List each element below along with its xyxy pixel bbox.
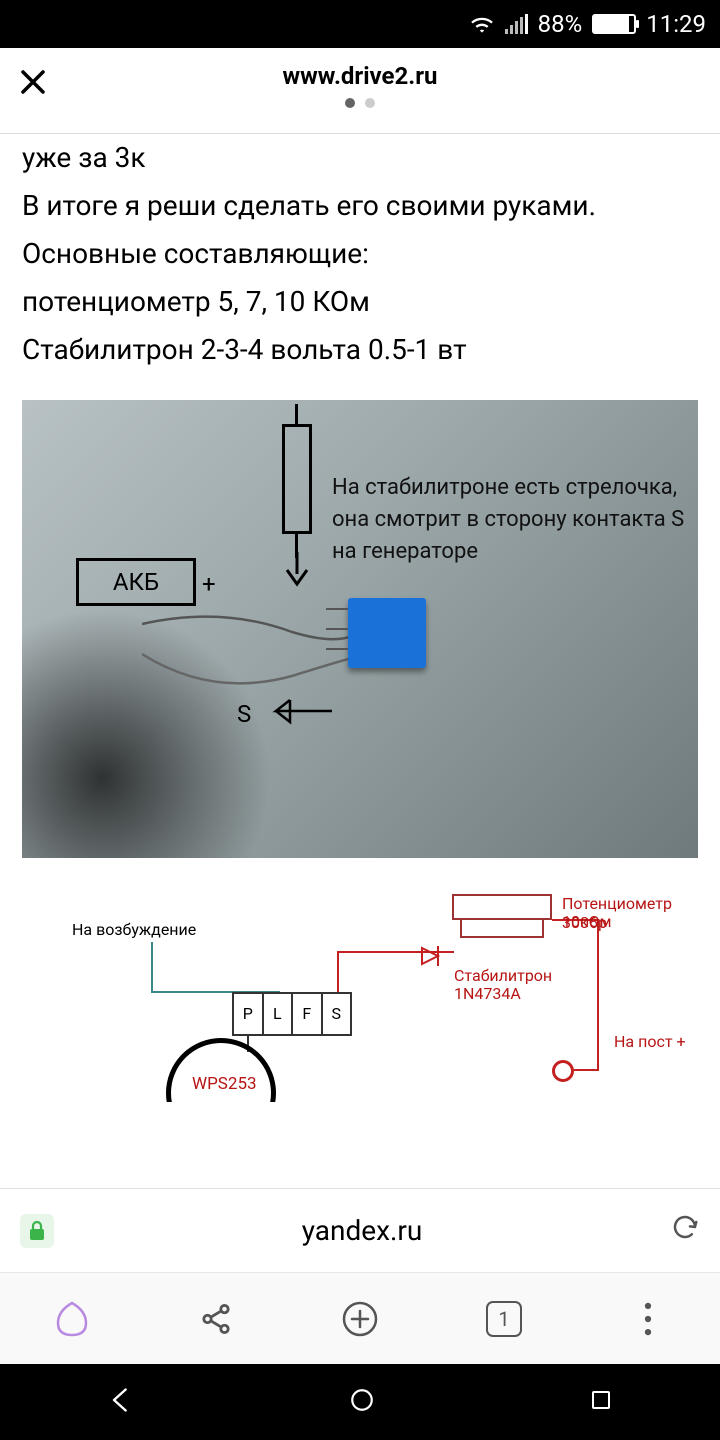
article-text: уже за 3к В итоге я реши сделать его сво… bbox=[22, 134, 698, 374]
zener-symbol bbox=[282, 424, 312, 534]
lock-icon bbox=[20, 1214, 54, 1248]
plus-label: + bbox=[202, 570, 216, 598]
arrow-down-icon bbox=[283, 552, 311, 588]
pin-label: L bbox=[264, 994, 294, 1034]
share-icon[interactable] bbox=[192, 1295, 240, 1343]
diagram-caption: На стабилитроне есть стрелочка, она смот… bbox=[332, 472, 692, 568]
text-line: В итоге я реши сделать его своими руками… bbox=[22, 182, 698, 230]
pot-pins bbox=[460, 920, 544, 938]
schematic-diagram: На возбуждение P L F S WPS25 bbox=[22, 882, 698, 1102]
status-bar: 88% 11:29 bbox=[0, 0, 720, 48]
pin-label: P bbox=[234, 994, 264, 1034]
yandex-home-button[interactable] bbox=[48, 1295, 96, 1343]
text-line: Основные составляющие: bbox=[22, 230, 698, 278]
wifi-icon bbox=[469, 13, 495, 35]
text-line: потенциометр 5, 7, 10 КОм bbox=[22, 278, 698, 326]
s-label: S bbox=[237, 700, 251, 728]
pot-symbol bbox=[452, 894, 552, 920]
tabs-button[interactable]: 1 bbox=[480, 1295, 528, 1343]
zener-label-1: Стабилитрон bbox=[454, 966, 552, 985]
pin-label: F bbox=[293, 994, 323, 1034]
pot-label-2: 10кОм bbox=[562, 912, 612, 931]
signal-icon bbox=[505, 14, 528, 34]
connector-plfs: P L F S bbox=[232, 992, 352, 1036]
battery-pct: 88% bbox=[538, 10, 583, 38]
clock: 11:29 bbox=[646, 10, 706, 38]
reload-icon[interactable] bbox=[670, 1212, 700, 1250]
android-navbar bbox=[0, 1364, 720, 1440]
battery-icon bbox=[592, 14, 636, 34]
back-icon[interactable] bbox=[107, 1386, 135, 1418]
tab-count: 1 bbox=[486, 1301, 522, 1337]
chip-label: WPS253 bbox=[192, 1074, 257, 1094]
potentiometer-component bbox=[348, 598, 426, 668]
close-icon[interactable] bbox=[18, 64, 48, 106]
post-label: На пост + bbox=[614, 1032, 686, 1051]
zener-label-2: 1N4734A bbox=[454, 984, 521, 1003]
menu-icon[interactable] bbox=[624, 1295, 672, 1343]
new-tab-icon[interactable] bbox=[336, 1295, 384, 1343]
photo-diagram: АКБ + На стабилитроне есть стрелочка, он… bbox=[22, 400, 698, 858]
pin-label: S bbox=[323, 994, 351, 1034]
home-icon[interactable] bbox=[349, 1387, 375, 1417]
address-domain: yandex.ru bbox=[70, 1214, 654, 1247]
article-content: уже за 3к В итоге я реши сделать его сво… bbox=[0, 134, 720, 1188]
akb-box: АКБ bbox=[76, 558, 196, 606]
terminal-ring bbox=[552, 1060, 574, 1082]
address-bar[interactable]: yandex.ru bbox=[0, 1188, 720, 1272]
recent-icon[interactable] bbox=[589, 1388, 613, 1416]
page-url: www.drive2.ru bbox=[283, 62, 438, 90]
arrow-left-icon bbox=[272, 696, 332, 730]
page-indicator bbox=[345, 98, 375, 108]
browser-header: www.drive2.ru bbox=[0, 48, 720, 134]
text-line: Стабилитрон 2-3-4 вольта 0.5-1 вт bbox=[22, 326, 698, 374]
text-line: уже за 3к bbox=[22, 134, 698, 182]
browser-toolbar: 1 bbox=[0, 1272, 720, 1364]
